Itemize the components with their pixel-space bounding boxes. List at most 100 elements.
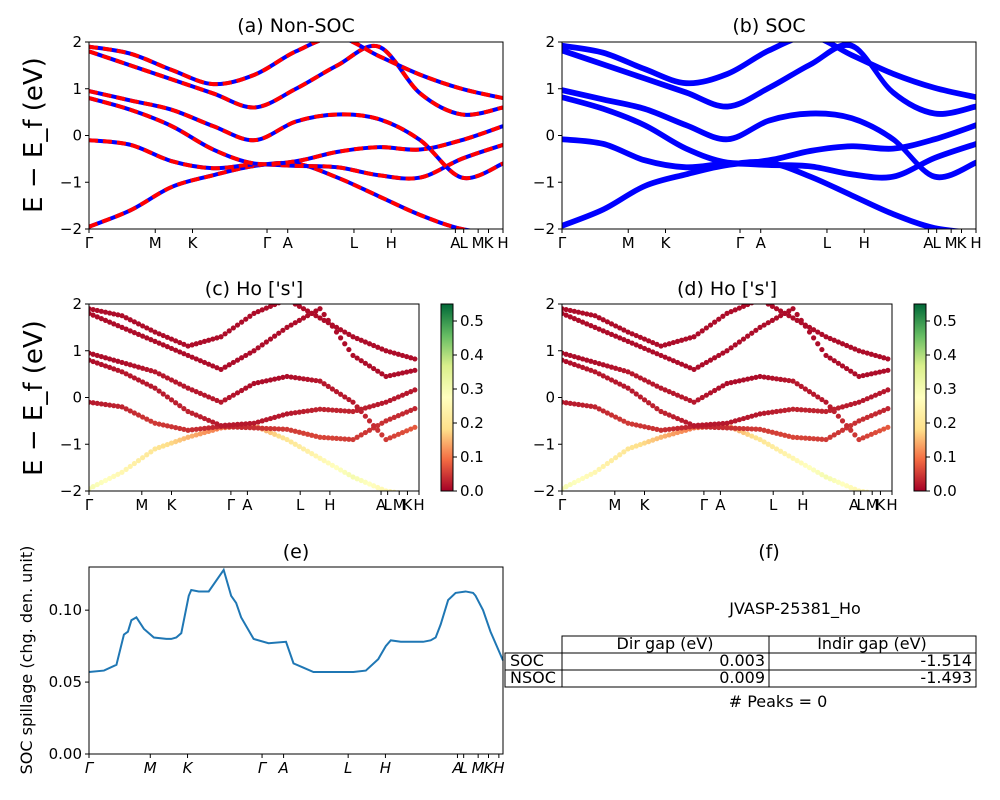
band-point (633, 332, 639, 339)
band-point (732, 379, 738, 385)
band-point (650, 425, 656, 432)
band-point (782, 451, 788, 457)
band-point (338, 327, 344, 333)
band-point (662, 433, 668, 439)
band-point (107, 364, 113, 371)
band-point (687, 421, 693, 427)
colorbar-c (440, 303, 454, 492)
band-point (160, 391, 166, 397)
band-line-spin-down (89, 160, 474, 229)
band-point (189, 433, 195, 439)
band-point (778, 376, 784, 382)
band-point (350, 399, 356, 405)
band-point (683, 419, 689, 425)
band-point (633, 391, 639, 397)
band-point (144, 325, 150, 331)
band-point (321, 434, 327, 441)
band-line-split (562, 42, 976, 98)
band-point (102, 401, 109, 408)
band-point (313, 407, 319, 413)
band-point (571, 401, 577, 407)
band-point (102, 317, 109, 323)
band-point (877, 353, 883, 360)
band-point (107, 475, 113, 482)
x-tick-label: Γ (85, 759, 95, 777)
band-point (280, 435, 286, 441)
band-point (276, 413, 282, 419)
material-id: JVASP-25381_Ho (728, 599, 861, 619)
band-point (852, 371, 858, 377)
band-point (613, 365, 619, 371)
cell-nsoc-indir: -1.493 (920, 668, 972, 687)
band-point (358, 432, 364, 438)
band-point (375, 427, 381, 433)
band-point (637, 423, 643, 429)
band-point (794, 311, 800, 318)
band-point (584, 321, 590, 327)
y-tick-label: 0 (545, 127, 555, 145)
band-point (193, 389, 199, 395)
band-point (790, 406, 796, 412)
band-point (383, 348, 389, 354)
band-point (173, 347, 179, 353)
band-point (144, 416, 150, 422)
band-point (621, 337, 627, 343)
band-point (239, 421, 245, 427)
band-point (782, 310, 788, 316)
band-point (366, 481, 373, 487)
band-point (563, 312, 569, 318)
band-point (317, 406, 323, 412)
band-point (608, 412, 615, 418)
band-point (600, 328, 606, 334)
band-point (230, 392, 236, 398)
band-point (140, 323, 146, 329)
band-point (251, 380, 257, 387)
band-point (654, 341, 660, 347)
band-point (716, 421, 722, 427)
band-point (827, 335, 833, 342)
band-point (868, 371, 874, 377)
band-point (107, 310, 113, 316)
band-point (131, 319, 137, 325)
band-point (646, 439, 652, 445)
band-point (848, 484, 854, 491)
band-point (815, 408, 821, 414)
band-point (156, 340, 162, 346)
band-point (98, 316, 104, 322)
band-point (404, 409, 410, 415)
band-point (720, 420, 726, 427)
band-point (173, 400, 179, 406)
band-point (806, 389, 813, 395)
band-point (877, 369, 883, 375)
band-point (646, 338, 652, 344)
band-point (769, 429, 775, 435)
band-point (683, 336, 689, 342)
x-tick-label: K (403, 496, 414, 514)
band-point (300, 446, 307, 452)
band-point (600, 373, 606, 379)
band-point (185, 434, 191, 440)
band-point (757, 373, 763, 380)
band-point (214, 421, 220, 427)
band-point (313, 308, 319, 314)
band-point (177, 381, 183, 387)
band-point (699, 328, 705, 334)
band-point (596, 406, 602, 412)
band-point (872, 429, 879, 436)
band-point (119, 469, 125, 475)
band-point (592, 324, 598, 330)
y-tick-label: −1 (533, 435, 555, 453)
band-point (848, 344, 854, 350)
band-point (575, 363, 582, 369)
band-point (695, 422, 701, 428)
band-point (243, 316, 249, 322)
band-point (333, 407, 340, 413)
panel-f-title: (f) (758, 541, 780, 563)
band-point (608, 321, 615, 327)
band-point (872, 370, 879, 376)
y-tick-label: −1 (60, 173, 82, 191)
band-point (662, 410, 668, 416)
x-tick-label: H (380, 759, 391, 777)
band-point (156, 371, 162, 377)
band-point (604, 410, 610, 416)
